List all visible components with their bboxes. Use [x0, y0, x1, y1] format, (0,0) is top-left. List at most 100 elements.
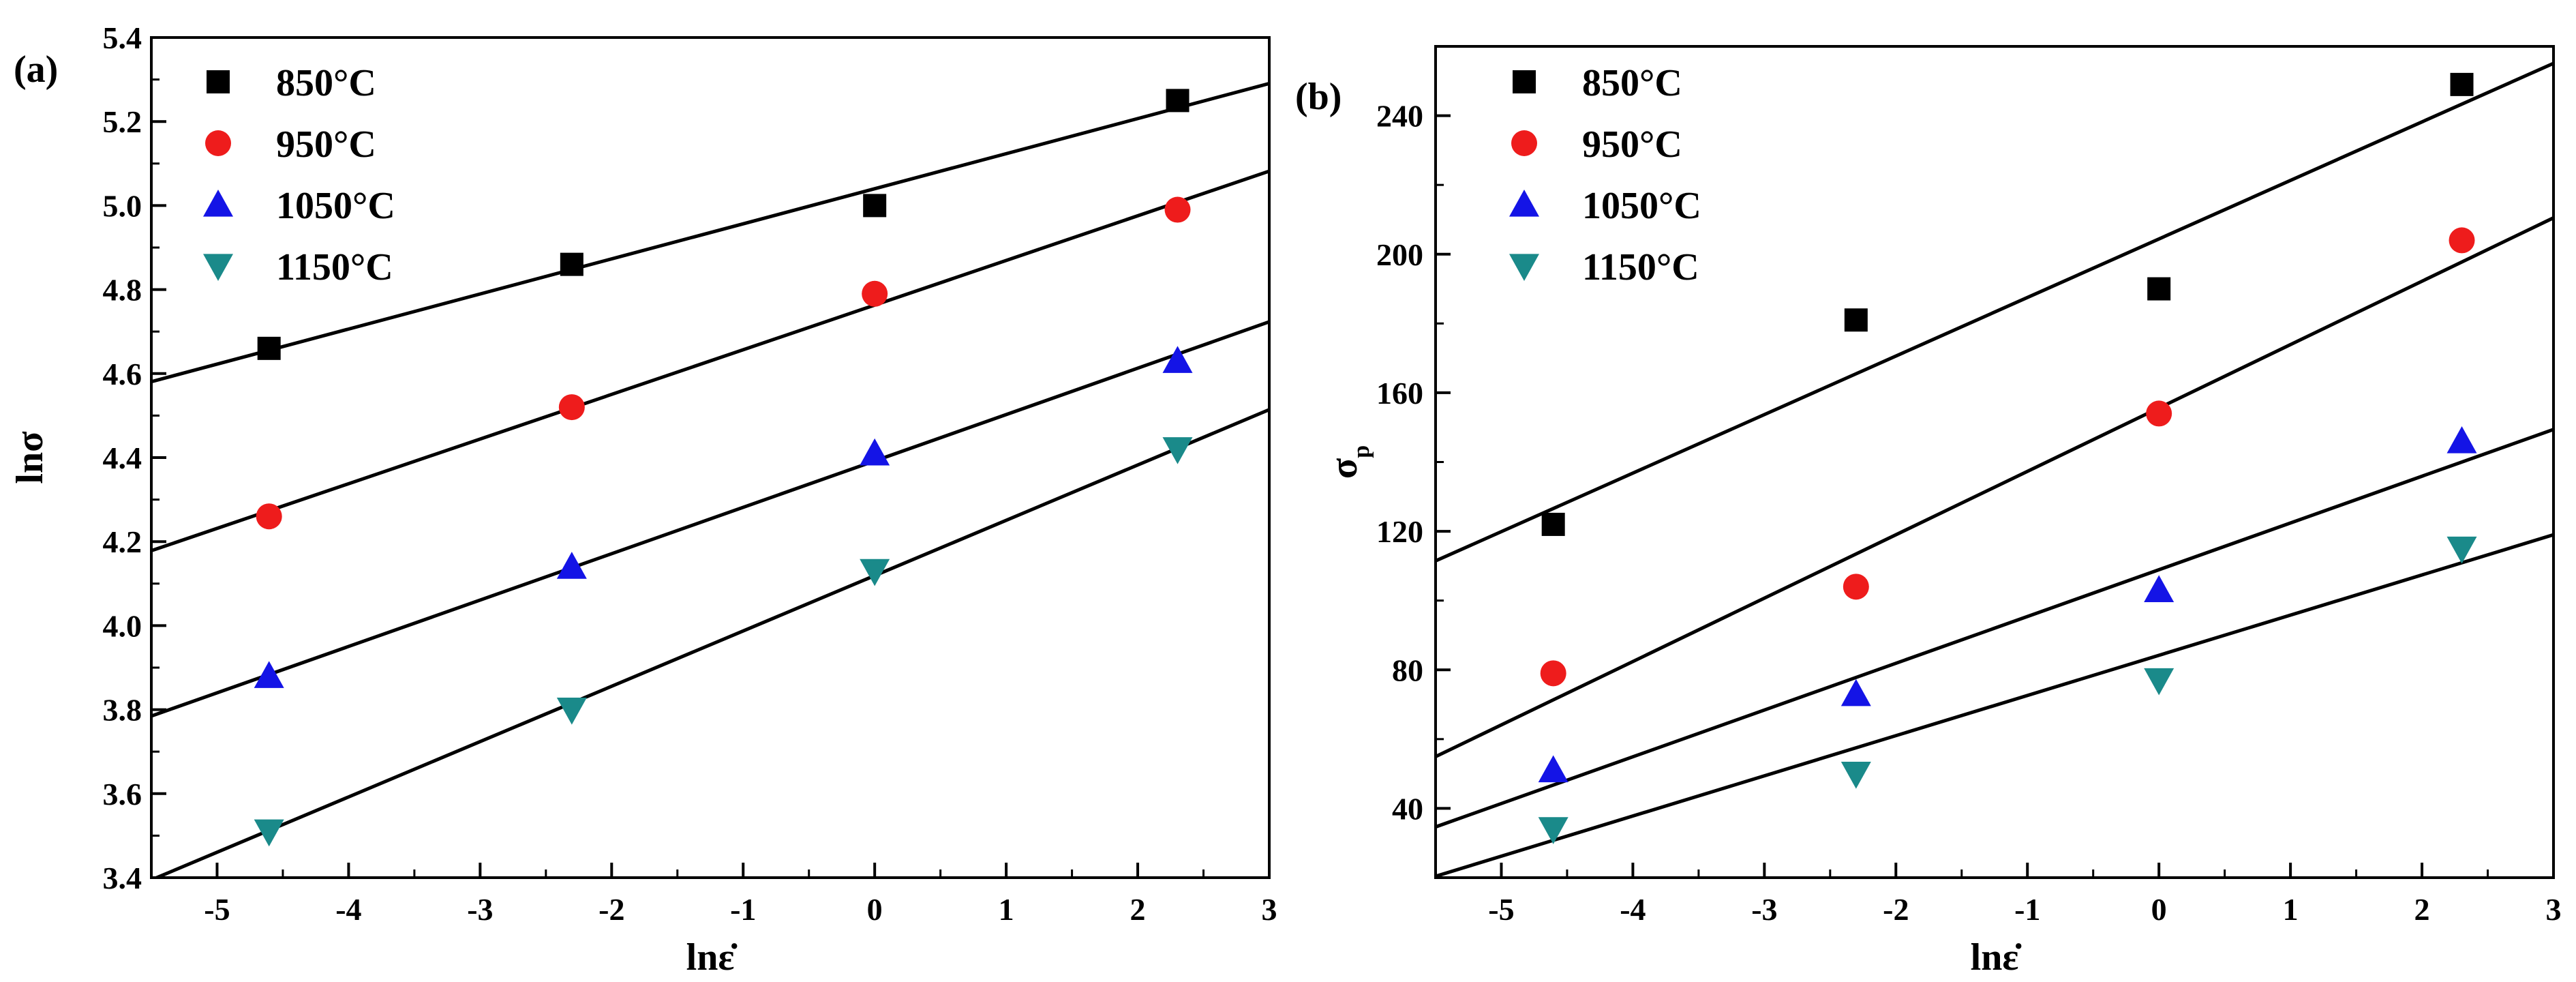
legend-label-950: 950°C [1582, 123, 1682, 166]
x-tick-label: -1 [730, 892, 756, 927]
y-tick-label: 4.4 [103, 441, 142, 475]
y-tick-label: 5.0 [103, 188, 142, 223]
data-point-950 [1164, 196, 1191, 223]
y-tick-label: 3.8 [103, 693, 142, 728]
y-tick-label: 160 [1376, 376, 1423, 411]
fit-line-1150 [1436, 533, 2554, 878]
data-point-1150 [1538, 817, 1569, 844]
y-tick-label: 240 [1376, 99, 1423, 134]
legend-label-1050: 1050°C [1582, 185, 1701, 227]
data-point-1050 [1840, 679, 1871, 706]
x-tick-label: -5 [204, 892, 230, 927]
x-tick-label: -4 [1620, 892, 1646, 927]
x-tick-label: 1 [999, 892, 1014, 927]
legend-marker-850 [1513, 70, 1536, 93]
fit-line-1050 [1436, 428, 2554, 829]
panel-label: (b) [1295, 76, 1342, 118]
data-point-950 [2449, 227, 2475, 254]
data-point-1050 [2446, 426, 2477, 453]
data-point-950 [1540, 660, 1566, 687]
fit-line-850 [151, 82, 1269, 384]
chart-panel-a: -5 -4 -3 -2 -1 0 1 2 3 3.4 3.6 3.8 4.0 4.2 4.4 4.6 4.8 5.… [9, 20, 1277, 979]
legend: 850°C 950°C 1050°C 1150°C [203, 62, 395, 288]
y-tick-label: 4.6 [103, 357, 142, 391]
chart-panel-b: -5 -4 -3 -2 -1 0 1 2 3 40 80 120 160 200 240 lnε̇ σp (b) 8… [1295, 45, 2562, 979]
data-point-950 [2146, 400, 2172, 427]
fit-line-950 [1436, 216, 2554, 758]
x-tick-label: 2 [2414, 892, 2430, 927]
y-tick-label: 40 [1392, 791, 1423, 826]
legend-marker-950 [205, 130, 231, 156]
y-tick-label: 120 [1376, 514, 1423, 549]
legend-label-950: 950°C [276, 123, 376, 166]
data-point-1150 [1840, 762, 1871, 789]
data-point-1050 [1538, 755, 1569, 783]
y-tick-label: 5.4 [103, 20, 142, 55]
y-tick-label: 4.2 [103, 524, 142, 559]
x-tick-label: 0 [2151, 892, 2167, 927]
legend-label-850: 850°C [1582, 62, 1682, 104]
x-tick-label: -2 [1883, 892, 1909, 927]
x-tick-label: 3 [1262, 892, 1277, 927]
y-axis-label: lnσ [9, 431, 51, 484]
data-point-950 [1843, 574, 1869, 600]
y-tick-label: 4.8 [103, 273, 142, 308]
fit-line-850 [1436, 61, 2554, 563]
x-tick-label: -2 [598, 892, 624, 927]
data-point-850 [2147, 277, 2171, 301]
fit-line-1050 [151, 320, 1269, 718]
data-point-1150 [860, 559, 890, 586]
y-tick-label: 5.2 [103, 104, 142, 139]
legend-marker-950 [1511, 130, 1537, 156]
x-tick-label: -5 [1488, 892, 1514, 927]
data-point-1050 [556, 552, 587, 579]
data-point-950 [558, 394, 585, 421]
data-point-850 [257, 336, 281, 360]
data-point-1150 [2446, 536, 2477, 564]
x-tick-label: 2 [1130, 892, 1146, 927]
data-point-1050 [860, 438, 890, 466]
data-point-1150 [556, 698, 587, 725]
data-point-1050 [2144, 575, 2175, 603]
y-tick-label: 80 [1392, 653, 1423, 687]
data-point-850 [560, 252, 584, 276]
data-point-850 [863, 194, 887, 218]
data-point-1150 [1162, 437, 1193, 464]
x-tick-label: 0 [867, 892, 883, 927]
legend-marker-1050 [203, 190, 233, 217]
x-tick-label: -4 [335, 892, 361, 927]
data-point-850 [1541, 512, 1565, 536]
legend-marker-850 [207, 70, 230, 93]
data-point-850 [2450, 72, 2474, 96]
legend-label-1150: 1150°C [1582, 246, 1699, 288]
y-tick-label: 3.4 [103, 861, 142, 895]
data-point-850 [1166, 89, 1189, 113]
x-tick-label: -3 [1751, 892, 1777, 927]
x-tick-label: -1 [2014, 892, 2040, 927]
data-point-1050 [1162, 346, 1193, 373]
data-point-1150 [2144, 668, 2175, 696]
y-axis-label-subscript: p [1349, 445, 1374, 458]
x-tick-label: -3 [467, 892, 493, 927]
data-point-1050 [254, 661, 284, 688]
legend-label-850: 850°C [276, 62, 376, 104]
legend-marker-1050 [1509, 190, 1539, 217]
data-point-850 [1844, 308, 1868, 332]
x-axis-label: lnε̇ [1971, 936, 2022, 979]
data-point-950 [862, 280, 888, 307]
x-tick-label: 1 [2283, 892, 2299, 927]
panel-label: (a) [14, 48, 58, 91]
y-tick-label: 4.0 [103, 608, 142, 643]
legend-label-1050: 1050°C [276, 185, 395, 227]
data-point-950 [256, 503, 282, 530]
legend-marker-1150 [1509, 254, 1539, 281]
y-axis-label: σp [1323, 445, 1374, 479]
fit-line-1150 [152, 408, 1269, 878]
x-tick-label: 3 [2546, 892, 2562, 927]
legend: 850°C 950°C 1050°C 1150°C [1509, 62, 1701, 288]
plot-frame [1434, 45, 2555, 879]
fit-line-950 [151, 169, 1269, 552]
y-tick-label: 200 [1376, 237, 1423, 272]
y-tick-label: 3.6 [103, 777, 142, 812]
